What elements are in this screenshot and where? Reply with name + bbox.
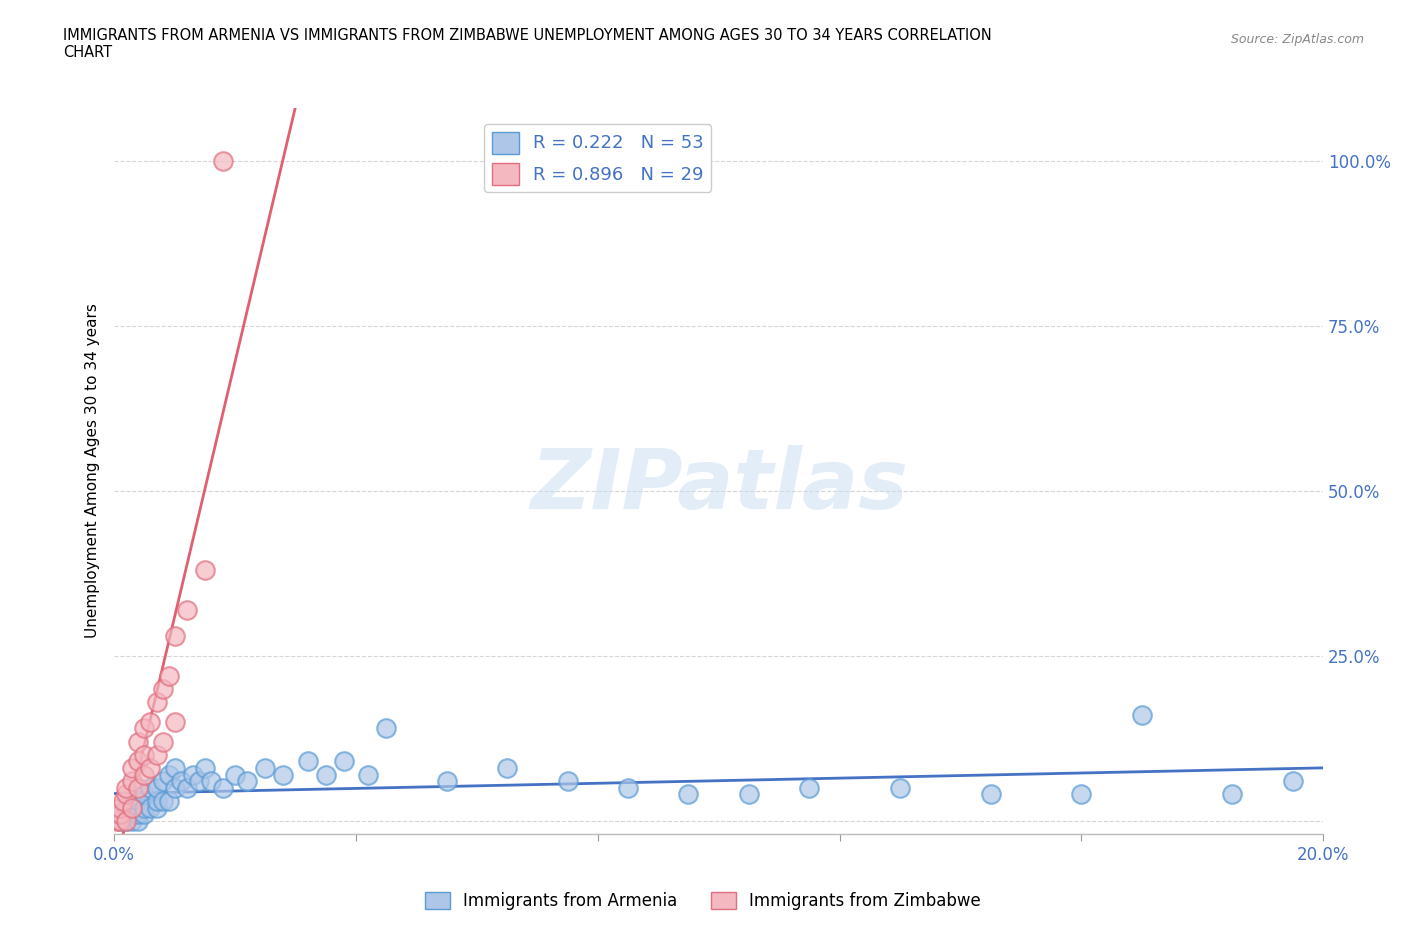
- Point: [273, 767, 295, 782]
- Point: [145, 780, 167, 795]
- Text: ZIPatlas: ZIPatlas: [530, 445, 908, 526]
- Point: [557, 774, 579, 789]
- Point: [157, 767, 180, 782]
- Point: [1130, 708, 1153, 723]
- Point: [121, 800, 143, 815]
- Point: [176, 780, 198, 795]
- Point: [121, 761, 143, 776]
- Point: [134, 807, 156, 822]
- Point: [212, 153, 235, 168]
- Point: [152, 682, 174, 697]
- Point: [194, 563, 217, 578]
- Point: [121, 800, 143, 815]
- Text: Source: ZipAtlas.com: Source: ZipAtlas.com: [1230, 33, 1364, 46]
- Point: [496, 761, 519, 776]
- Point: [678, 787, 700, 802]
- Point: [115, 780, 138, 795]
- Point: [139, 761, 162, 776]
- Point: [110, 807, 132, 822]
- Point: [315, 767, 337, 782]
- Point: [134, 748, 156, 763]
- Point: [139, 800, 162, 815]
- Point: [127, 754, 149, 769]
- Point: [212, 780, 235, 795]
- Point: [1070, 787, 1092, 802]
- Point: [112, 793, 135, 808]
- Point: [176, 603, 198, 618]
- Point: [145, 695, 167, 710]
- Point: [110, 814, 132, 829]
- Text: IMMIGRANTS FROM ARMENIA VS IMMIGRANTS FROM ZIMBABWE UNEMPLOYMENT AMONG AGES 30 T: IMMIGRANTS FROM ARMENIA VS IMMIGRANTS FR…: [63, 28, 993, 60]
- Point: [1222, 787, 1244, 802]
- Point: [1282, 774, 1305, 789]
- Point: [152, 774, 174, 789]
- Y-axis label: Unemployment Among Ages 30 to 34 years: Unemployment Among Ages 30 to 34 years: [86, 303, 100, 639]
- Point: [157, 668, 180, 683]
- Point: [134, 767, 156, 782]
- Point: [224, 767, 246, 782]
- Point: [134, 800, 156, 815]
- Point: [163, 761, 186, 776]
- Legend: Immigrants from Armenia, Immigrants from Zimbabwe: Immigrants from Armenia, Immigrants from…: [419, 885, 987, 917]
- Point: [115, 814, 138, 829]
- Point: [127, 807, 149, 822]
- Point: [157, 793, 180, 808]
- Point: [738, 787, 761, 802]
- Point: [375, 721, 398, 736]
- Point: [163, 629, 186, 644]
- Point: [152, 793, 174, 808]
- Point: [357, 767, 380, 782]
- Point: [115, 787, 138, 802]
- Point: [617, 780, 640, 795]
- Point: [152, 734, 174, 749]
- Point: [297, 754, 319, 769]
- Point: [436, 774, 458, 789]
- Point: [121, 814, 143, 829]
- Legend: R = 0.222   N = 53, R = 0.896   N = 29: R = 0.222 N = 53, R = 0.896 N = 29: [485, 125, 711, 192]
- Point: [145, 800, 167, 815]
- Point: [254, 761, 277, 776]
- Point: [127, 814, 149, 829]
- Point: [134, 721, 156, 736]
- Point: [121, 774, 143, 789]
- Point: [236, 774, 259, 789]
- Point: [163, 714, 186, 729]
- Point: [110, 807, 132, 822]
- Point: [145, 793, 167, 808]
- Point: [110, 800, 132, 815]
- Point: [799, 780, 821, 795]
- Point: [333, 754, 356, 769]
- Point: [127, 793, 149, 808]
- Point: [115, 814, 138, 829]
- Point: [194, 761, 217, 776]
- Point: [134, 787, 156, 802]
- Point: [139, 714, 162, 729]
- Point: [200, 774, 222, 789]
- Point: [889, 780, 911, 795]
- Point: [139, 780, 162, 795]
- Point: [170, 774, 193, 789]
- Point: [127, 734, 149, 749]
- Point: [121, 807, 143, 822]
- Point: [115, 800, 138, 815]
- Point: [163, 780, 186, 795]
- Point: [980, 787, 1002, 802]
- Point: [127, 780, 149, 795]
- Point: [145, 748, 167, 763]
- Point: [187, 774, 209, 789]
- Point: [181, 767, 204, 782]
- Point: [110, 814, 132, 829]
- Point: [105, 814, 128, 829]
